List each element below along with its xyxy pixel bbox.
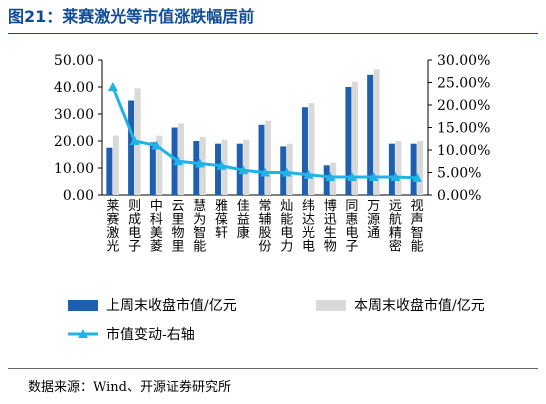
x-tick-label: 灿能电力 [280, 199, 293, 255]
line-marker [173, 156, 184, 166]
bar-this-week [417, 141, 424, 195]
x-tick-label: 则成电子 [128, 199, 141, 255]
bar-prev-week [171, 127, 178, 195]
x-tick-label: 视声智能 [411, 199, 424, 255]
bar-this-week [156, 135, 163, 195]
bar-this-week [243, 139, 250, 195]
x-tick-label: 远航精密 [389, 199, 402, 255]
legend-label: 市值变动-右轴 [106, 326, 195, 343]
legend-label: 上周末收盘市值/亿元 [106, 297, 237, 314]
line-marker [260, 167, 270, 177]
line-marker [107, 82, 118, 91]
legend-prev-week: 上周末收盘市值/亿元 [68, 297, 237, 314]
line-marker [238, 165, 249, 175]
x-tick-label: 纬达光电 [302, 199, 315, 255]
legend-swatch [316, 300, 346, 311]
bar-this-week [286, 143, 293, 195]
y-right-tick-label: 10.00% [437, 143, 490, 159]
y-right-tick-label: 20.00% [437, 98, 490, 114]
bar-this-week [351, 81, 358, 195]
x-tick-label: 雅葆轩 [215, 199, 228, 241]
bar-prev-week [388, 143, 395, 195]
chart: 0.00 10.00 20.00 30.00 40.00 50.00 0.00% 5.00% 1… [54, 53, 490, 343]
y-right-tick-label: 0.00% [437, 188, 481, 204]
line-marker [412, 172, 423, 182]
legend-this-week: 本周末收盘市值/亿元 [316, 297, 485, 314]
bar-prev-week [193, 141, 200, 195]
bar-prev-week [128, 100, 135, 195]
line-marker [281, 167, 292, 177]
x-tick-label: 同惠电子 [345, 199, 358, 255]
figure-title: 图21：莱赛激光等市值涨跌幅居前 [8, 7, 255, 26]
y-right-tick-label: 15.00% [437, 121, 490, 137]
line-marker [368, 172, 379, 181]
bar-this-week [265, 120, 271, 195]
line-marker [194, 158, 205, 168]
bar-prev-week [367, 74, 374, 195]
x-tick-label: 云里物里 [172, 199, 185, 255]
y-right-tick-label: 5.00% [437, 166, 481, 182]
line-marker [216, 160, 227, 170]
bar-this-week [178, 123, 185, 195]
y-left-tick-label: 20.00 [54, 134, 94, 150]
line-marker [129, 136, 140, 145]
bar-prev-week [301, 107, 308, 195]
bar-this-week [395, 141, 402, 195]
bar-prev-week [410, 143, 417, 195]
line-marker [325, 172, 336, 181]
y-right-tick-label: 25.00% [437, 76, 490, 92]
bar-prev-week [258, 124, 265, 195]
legend-change: 市值变动-右轴 [68, 326, 195, 343]
x-tick-label: 中科美菱 [150, 199, 163, 255]
bar-prev-week [106, 147, 113, 195]
line-marker [346, 172, 357, 181]
bar-prev-week [149, 142, 156, 195]
y-left-tick-label: 50.00 [54, 53, 94, 69]
x-tick-label: 莱赛激光 [106, 199, 119, 255]
title-rule [8, 33, 538, 34]
line-marker [303, 169, 314, 179]
y-left-tick-label: 0.00 [63, 188, 94, 204]
legend-label: 本周末收盘市值/亿元 [354, 297, 485, 314]
bar-prev-week [345, 87, 352, 195]
y-left-tick-label: 30.00 [54, 107, 94, 123]
y-left-tick-label: 10.00 [54, 161, 94, 177]
y-right-tick-label: 30.00% [437, 53, 490, 69]
x-tick-label: 博迅生物 [324, 199, 337, 255]
x-tick-label: 常辅股份 [258, 199, 271, 255]
x-tick-label: 慧为智能 [193, 198, 206, 255]
source-rule [8, 368, 538, 369]
line-marker [390, 172, 401, 181]
line-marker [151, 140, 162, 150]
y-left-tick-label: 40.00 [54, 80, 94, 96]
bar-prev-week [280, 146, 287, 195]
bar-this-week [112, 135, 119, 195]
bar-this-week [373, 69, 380, 195]
x-tick-label: 佳益康 [237, 199, 250, 241]
legend-marker [78, 329, 88, 338]
source-note: 数据来源：Wind、开源证券研究所 [28, 380, 231, 395]
x-tick-label: 万源通 [367, 199, 380, 241]
bar-this-week [308, 103, 315, 195]
legend-swatch [68, 300, 98, 311]
